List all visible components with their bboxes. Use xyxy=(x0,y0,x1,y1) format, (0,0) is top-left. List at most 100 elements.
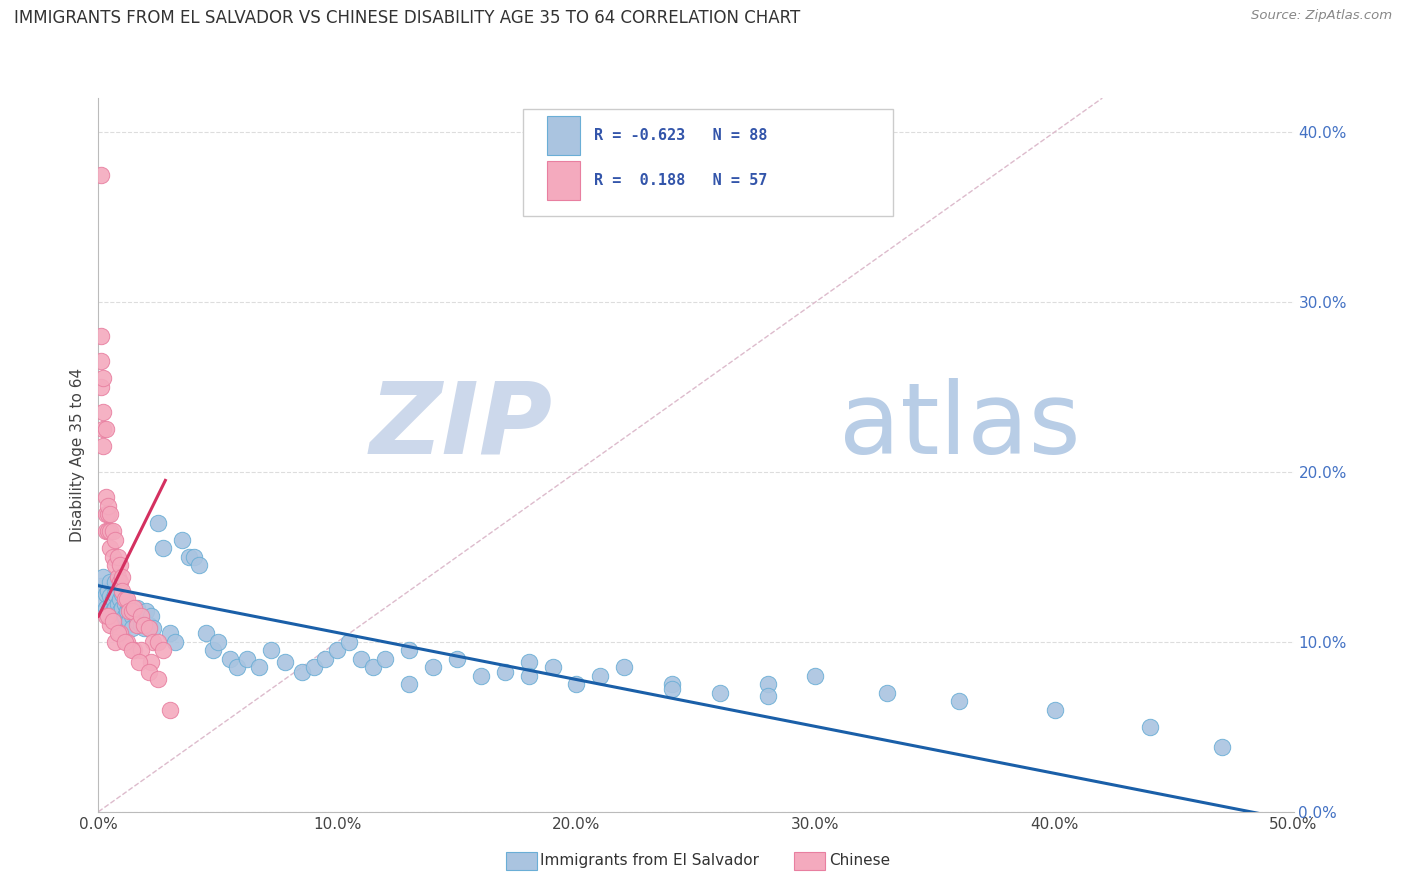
Point xyxy=(804,669,827,683)
Point xyxy=(398,643,420,657)
Point xyxy=(148,635,170,649)
Point xyxy=(131,617,153,632)
Point xyxy=(101,615,124,629)
Point xyxy=(101,549,124,564)
Point xyxy=(194,626,218,640)
Point xyxy=(111,600,134,615)
Point xyxy=(135,604,157,618)
Point xyxy=(111,583,134,598)
Text: IMMIGRANTS FROM EL SALVADOR VS CHINESE DISABILITY AGE 35 TO 64 CORRELATION CHART: IMMIGRANTS FROM EL SALVADOR VS CHINESE D… xyxy=(14,9,800,27)
Point xyxy=(661,677,683,691)
Point xyxy=(159,626,181,640)
Point xyxy=(363,660,385,674)
Point xyxy=(152,541,174,556)
Point xyxy=(125,615,148,629)
Point xyxy=(111,615,134,629)
Point xyxy=(179,549,201,564)
Point xyxy=(125,600,148,615)
Point xyxy=(98,575,122,590)
Point xyxy=(326,643,349,657)
Point xyxy=(101,592,124,607)
Point xyxy=(91,371,114,385)
Point xyxy=(124,604,146,618)
Point xyxy=(94,422,117,436)
Point xyxy=(97,508,120,522)
Point xyxy=(274,655,297,669)
Point xyxy=(350,652,373,666)
Text: atlas: atlas xyxy=(839,378,1081,475)
Point xyxy=(172,533,194,547)
Point xyxy=(115,592,138,607)
Point xyxy=(247,660,270,674)
Point xyxy=(709,686,731,700)
Point xyxy=(613,660,636,674)
Point xyxy=(876,686,898,700)
Point xyxy=(98,617,122,632)
Point xyxy=(98,589,122,603)
Point xyxy=(101,524,124,539)
Point xyxy=(374,652,396,666)
Point xyxy=(94,508,117,522)
Point xyxy=(121,604,143,618)
Point xyxy=(94,609,117,624)
Point xyxy=(114,609,136,624)
Point xyxy=(163,635,186,649)
Point xyxy=(142,621,165,635)
Point xyxy=(91,405,114,419)
Point xyxy=(139,655,162,669)
Point xyxy=(183,549,205,564)
Point xyxy=(121,643,143,657)
Point xyxy=(470,669,492,683)
Point xyxy=(131,609,153,624)
Point xyxy=(125,617,148,632)
Point xyxy=(94,524,117,539)
Point xyxy=(565,677,588,691)
Point xyxy=(124,643,146,657)
Point xyxy=(97,609,120,624)
Point xyxy=(291,665,314,680)
Point xyxy=(131,643,153,657)
Point xyxy=(104,533,127,547)
Point xyxy=(1139,720,1161,734)
FancyBboxPatch shape xyxy=(523,109,893,216)
Text: Chinese: Chinese xyxy=(830,854,890,868)
Point xyxy=(101,604,124,618)
Point xyxy=(91,439,114,453)
Text: R =  0.188   N = 57: R = 0.188 N = 57 xyxy=(595,173,768,187)
Point xyxy=(108,592,131,607)
Point xyxy=(138,665,160,680)
Point xyxy=(98,600,122,615)
Point xyxy=(108,575,131,590)
Point xyxy=(235,652,257,666)
Point xyxy=(756,677,779,691)
Point xyxy=(948,694,970,708)
Point xyxy=(494,665,516,680)
Point xyxy=(114,635,136,649)
Point xyxy=(589,669,612,683)
Point xyxy=(98,524,122,539)
Point xyxy=(91,592,114,607)
Point xyxy=(517,669,540,683)
Point xyxy=(108,558,131,573)
Point xyxy=(152,643,174,657)
Point xyxy=(90,579,112,593)
FancyBboxPatch shape xyxy=(547,161,581,200)
Point xyxy=(104,587,127,601)
Point xyxy=(97,609,120,624)
Point xyxy=(302,660,325,674)
Point xyxy=(541,660,564,674)
Point xyxy=(1043,703,1066,717)
Point xyxy=(315,652,337,666)
Text: Source: ZipAtlas.com: Source: ZipAtlas.com xyxy=(1251,9,1392,22)
Point xyxy=(159,703,181,717)
Point xyxy=(202,643,225,657)
Point xyxy=(94,587,117,601)
Point xyxy=(107,609,129,624)
Point xyxy=(118,604,141,618)
Point xyxy=(132,617,155,632)
Point xyxy=(108,604,131,618)
Point xyxy=(90,380,112,394)
Point xyxy=(90,168,112,182)
Point xyxy=(114,598,136,612)
Point xyxy=(107,570,129,584)
